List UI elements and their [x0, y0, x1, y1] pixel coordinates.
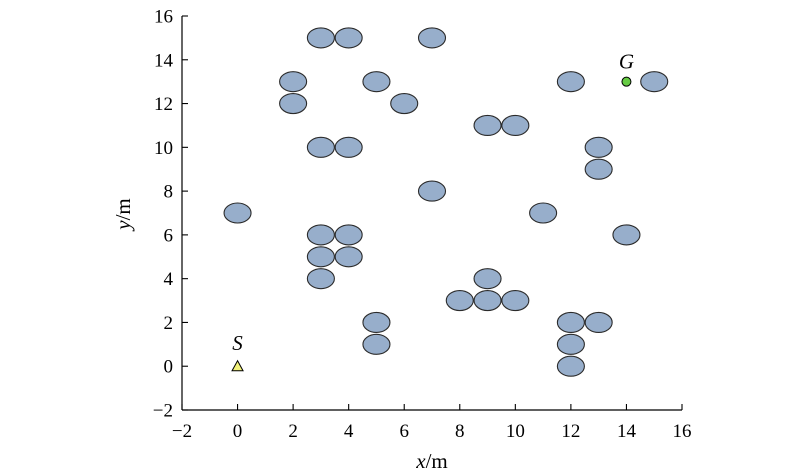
x-tick-label: 10: [506, 421, 525, 442]
markers-layer: SG: [231, 50, 634, 372]
obstacle-19: [445, 290, 474, 312]
obstacle-27: [584, 136, 613, 158]
obstacle-25: [529, 202, 558, 224]
y-axis-var: y: [111, 220, 135, 232]
obstacle-12: [306, 224, 335, 246]
x-axis-unit: /m: [426, 449, 448, 473]
obstacle-6: [417, 27, 447, 49]
axes-layer: [181, 16, 682, 411]
obstacle-20: [473, 268, 502, 290]
obstacle-5: [334, 27, 363, 49]
y-tick-label: 8: [164, 182, 174, 203]
y-tick-label: 10: [154, 138, 173, 159]
obstacle-32: [584, 311, 613, 333]
obstacle-23: [473, 114, 502, 136]
start-marker: [231, 359, 244, 372]
y-tick-label: 4: [164, 269, 174, 290]
y-axis-unit: /m: [111, 198, 135, 220]
goal-marker: [621, 76, 632, 87]
obstacle-15: [334, 246, 363, 268]
x-tick-label: 16: [673, 421, 692, 442]
x-tick-label: 6: [399, 421, 409, 442]
y-tick-label: 14: [154, 50, 174, 71]
obstacle-24: [501, 114, 530, 136]
x-axis-label: x/m: [415, 449, 448, 473]
x-tick-label: 4: [344, 421, 354, 442]
obstacle-9: [306, 136, 335, 158]
y-axis-label: y/m: [111, 198, 135, 232]
obstacle-1: [223, 202, 252, 224]
y-tick-label: 6: [164, 225, 174, 246]
y-tick-label: 0: [164, 357, 174, 378]
obstacle-16: [306, 268, 335, 290]
y-tick-label: 12: [154, 94, 173, 115]
x-tick-label: 14: [617, 421, 637, 442]
ticks-layer: −2 0 2 4 6 8 10 12 14 16 −2 0 2 4 6 8 10 12 14 16: [153, 7, 692, 443]
obstacle-14: [306, 246, 335, 268]
goal-label: G: [619, 50, 634, 74]
obstacle-17: [362, 311, 391, 333]
obstacle-28: [584, 158, 613, 180]
obstacle-29: [612, 224, 641, 246]
x-tick-label: 2: [288, 421, 298, 442]
obstacle-8: [390, 93, 419, 115]
y-tick-label: 2: [164, 313, 174, 334]
obstacle-10: [334, 136, 363, 158]
obstacle-2: [279, 71, 308, 93]
obstacle-13: [334, 224, 363, 246]
obstacle-4: [306, 27, 335, 49]
start-label: S: [232, 331, 243, 355]
x-axis-var: x: [415, 449, 426, 473]
obstacle-3: [279, 93, 308, 115]
obstacle-7: [362, 71, 391, 93]
obstacle-18: [362, 333, 391, 355]
obstacle-31: [556, 311, 585, 333]
obstacle-11: [417, 180, 447, 202]
x-tick-label: 0: [233, 421, 243, 442]
obstacle-22: [501, 290, 530, 312]
x-tick-label: 8: [455, 421, 465, 442]
y-tick-label: −2: [153, 401, 173, 422]
obstacle-26: [556, 71, 585, 93]
obstacle-30: [640, 71, 669, 93]
obstacle-21: [473, 290, 502, 312]
x-tick-label: −2: [172, 421, 192, 442]
obstacles-layer: [223, 27, 669, 377]
y-tick-label: 16: [154, 7, 173, 28]
x-tick-label: 12: [561, 421, 580, 442]
obstacle-34: [556, 355, 585, 377]
obstacle-33: [556, 333, 585, 355]
